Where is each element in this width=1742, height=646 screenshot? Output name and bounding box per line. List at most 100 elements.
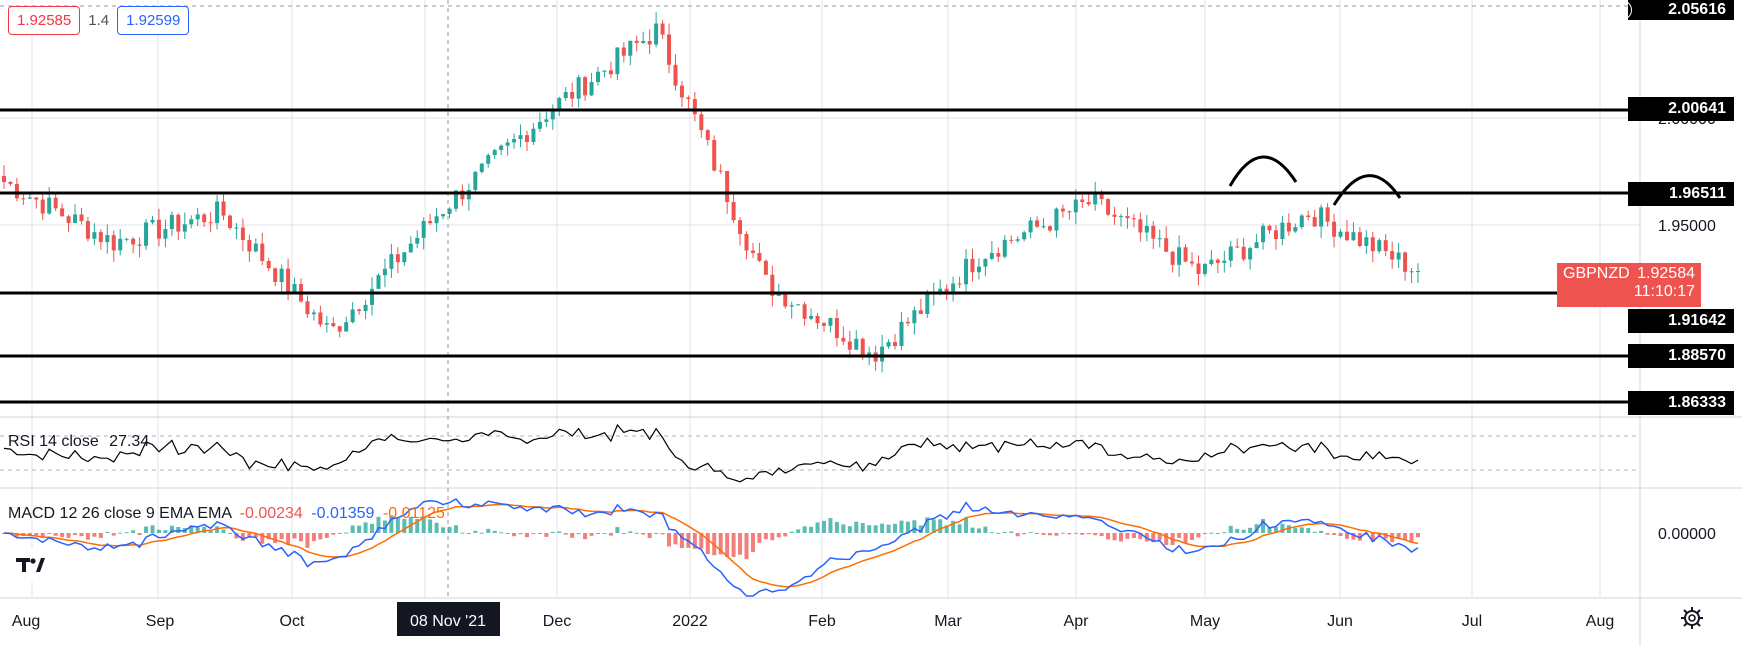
macd-hist-bar [137,533,142,535]
candle-body [641,41,646,43]
candle-body [421,220,426,238]
candle-body [1,175,7,182]
candle-body [14,183,19,199]
candle-body [1338,231,1343,237]
macd-hist-bar [111,533,116,536]
candle-body [596,71,601,83]
candle-body [111,235,116,251]
candle-body [350,309,355,323]
candle-body [951,283,956,292]
candle-body [531,128,536,142]
macd-legend[interactable]: MACD 12 26 close 9 EMA EMA -0.00234 -0.0… [8,505,445,523]
candle-body [802,304,807,319]
macd-hist-bar [227,532,232,534]
spread-value: 1.4 [88,12,110,29]
candle-body [85,221,90,239]
macd-hist-bar [1248,527,1253,533]
candle-body [428,220,433,224]
candle-body [1215,259,1220,263]
macd-hist-bar [1093,533,1098,536]
ask-price[interactable]: 1.92599 [117,6,190,35]
plus-icon[interactable]: + [1612,0,1632,20]
macd-hist-bar [27,533,32,536]
candle-body [447,208,452,215]
candle-body [550,109,555,120]
macd-hist-bar [634,532,639,534]
candle-body [408,243,413,253]
macd-hist-bar [163,530,168,533]
double-top-arc-2 [1332,174,1402,206]
candle-body [163,229,168,239]
macd-hist-bar [460,532,465,534]
candle-body [473,171,478,190]
macd-hist-bar [260,533,265,544]
candle-body [370,288,375,305]
time-label-aug: Aug [12,613,40,630]
candle-body [1228,246,1233,261]
candle-body [1403,252,1408,272]
candle-body [867,352,872,357]
macd-hist-bar [918,525,923,533]
candle-body [1177,247,1182,265]
candle-body [1306,215,1311,218]
macd-hist-bar [1138,533,1143,540]
macd-hist-bar [563,533,568,535]
candle-body [1093,192,1098,205]
candle-body [583,77,588,96]
candle-body [292,284,297,293]
macd-hist-bar [1235,528,1240,533]
macd-hist-bar [938,519,943,533]
settings-gear-icon[interactable] [1680,606,1704,630]
candle-body [499,145,504,151]
quote-header: 1.92585 1.4 1.92599 [8,6,190,35]
macd-hist-bar [376,516,381,533]
macd-hist-bar [964,517,969,533]
candle-body [1377,240,1382,252]
level-tag-5: 1.86333 [1628,391,1734,415]
macd-hist-bar [750,533,755,552]
candle-body [253,243,258,252]
macd-hist-bar [570,533,575,538]
time-label-apr: Apr [1064,613,1090,630]
candle-body [324,323,329,325]
macd-hist-bar [499,532,504,534]
candle-body [608,70,613,75]
candle-body [996,253,1001,257]
macd-hist-bar [880,523,885,533]
time-label-sep: Sep [146,613,175,630]
bid-price[interactable]: 1.92585 [8,6,81,35]
candle-body [964,258,969,285]
time-label-oct: Oct [280,613,305,630]
candle-body [789,305,794,307]
level-tag-4: 1.88570 [1628,344,1734,368]
macd-hist-bar [273,533,278,544]
candle-body [1299,215,1304,228]
macd-hist-bar [344,532,349,534]
macd-hist-bar [221,529,226,533]
candle-body [615,47,620,75]
level-tag-3: 1.91642 [1628,309,1734,333]
candle-body [286,268,291,293]
macd-hist-bar [34,533,39,536]
macd-hist-bar [447,526,452,533]
candle-body [1254,242,1259,249]
macd-hist-bar [131,530,136,533]
candle-body [524,135,529,142]
candle-body [1235,246,1240,248]
candle-body [1047,226,1052,231]
candle-body [189,219,194,225]
macd-hist-bar [473,530,478,533]
candle-body [460,190,465,200]
candle-body [215,201,220,224]
rsi-legend[interactable]: RSI 14 close 27.34 [8,433,149,451]
macd-hist-bar [1047,533,1052,536]
macd-hist-bar [1241,529,1246,533]
macd-hist-bar [596,533,601,534]
tradingview-logo[interactable] [8,548,52,582]
candle-body [195,214,200,220]
time-label-jul: Jul [1462,613,1482,630]
candle-body [1099,192,1104,200]
candle-body [486,155,491,164]
macd-hist-bar [389,515,394,533]
